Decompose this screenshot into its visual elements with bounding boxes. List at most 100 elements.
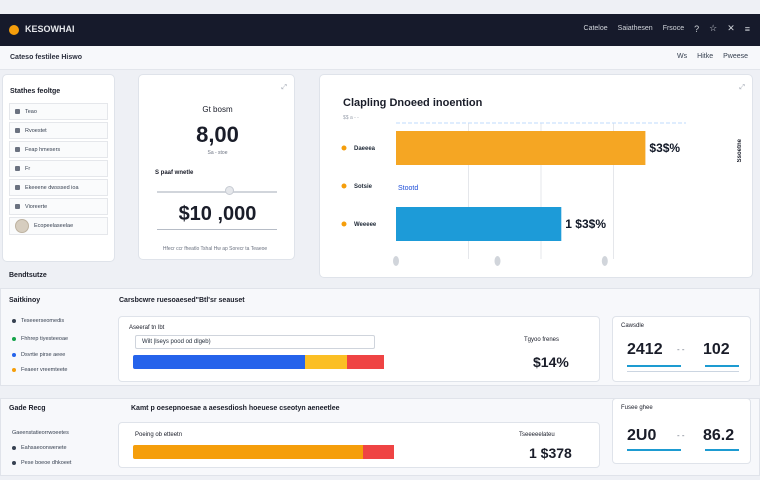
stacked-bar <box>133 355 397 369</box>
bar-segment <box>362 445 395 459</box>
progress-value: $14% <box>533 354 569 370</box>
list-item[interactable]: Dsvrtie pirse aeee <box>12 352 65 358</box>
help-icon[interactable]: ? <box>694 23 700 34</box>
app-title: KESOWHAI <box>25 24 75 34</box>
list-item-label: Teseeerseomedis <box>21 318 65 324</box>
category-dot-icon <box>341 221 347 227</box>
category-label: Sotsie <box>354 184 373 190</box>
top-nav: Cateloe Saiathesen Frsoce ? ☆ ✕ ≡ <box>584 23 750 34</box>
sidebar-item-label: Rvoestet <box>25 127 47 134</box>
stat-underline <box>705 449 739 451</box>
expand-icon[interactable]: ⤢ <box>739 84 745 91</box>
kpi-value-2: $10 ,000 <box>178 203 257 225</box>
progress-value: 1 $378 <box>529 445 572 461</box>
top-bar: KESOWHAI Cateloe Saiathesen Frsoce ? ☆ ✕… <box>0 14 760 46</box>
breadcrumb: Cateso festilee Hiswo <box>10 54 82 61</box>
square-icon <box>15 109 20 114</box>
section-label: Bendtsutze <box>9 272 47 279</box>
sidebar-item-1[interactable]: Teao <box>9 103 108 120</box>
stat-underline <box>705 365 739 367</box>
sidebar-heading: Stathes feoltge <box>10 88 61 95</box>
sidebar-item-label: Fr <box>25 165 31 172</box>
category-label: Weeeee <box>354 222 377 228</box>
stat-card-2: Fusee ghee 2U0 - - 86.2 <box>612 398 751 464</box>
list-item[interactable]: Feaeer vreemteete <box>12 367 67 373</box>
list-item[interactable]: Eahsaeoonwenete <box>12 445 67 451</box>
bar-segment <box>133 355 305 369</box>
top-nav-link-3[interactable]: Frsoce <box>662 25 685 32</box>
row-1-label: Saitkinoy <box>9 297 41 304</box>
list-item[interactable]: Gaeenstatieorrwoeetes <box>12 430 69 436</box>
bar-segment <box>304 355 347 369</box>
list-item-label: Eahsaeoonwenete <box>21 445 67 451</box>
sidebar-item-label: Vioreerte <box>25 203 48 210</box>
expand-icon[interactable]: ⤢ <box>281 84 287 91</box>
kpi-slider-knob[interactable] <box>225 186 234 195</box>
close-icon[interactable]: ✕ <box>727 23 735 33</box>
sub-nav-link-2[interactable]: Hitke <box>697 53 714 60</box>
chart-subtitle: $$ a - - <box>343 115 359 121</box>
sidebar-item-5[interactable]: Ekeeene dwsssed ioa <box>9 179 108 196</box>
chart-card: ⤢ Clapling Dnoeed inoention $$ a - - Sso… <box>319 74 753 278</box>
square-icon <box>15 128 20 133</box>
top-nav-link-1[interactable]: Cateloe <box>583 25 608 32</box>
sidebar-item-2[interactable]: Rvoestet <box>9 122 108 139</box>
progress-field[interactable]: Wilt |lseys pood od dlgeb) <box>135 335 375 349</box>
list-item[interactable]: Pese boeoe dhkoeet <box>12 460 71 466</box>
tick-marker <box>494 256 501 266</box>
sidebar-panel: Stathes feoltge Teao Rvoestet Feap hmese… <box>2 74 115 262</box>
kpi-footer: Hfecr ccr fheatlo Tshal Hw ap Sorecr ta … <box>162 246 268 252</box>
dot-icon <box>12 337 16 341</box>
kpi-slider-track[interactable] <box>157 191 277 193</box>
sidebar-item-label: Ecopeelaseelae <box>34 223 74 229</box>
stat-underline <box>627 449 681 451</box>
bar-value-label: $3$% <box>649 141 680 155</box>
category-dot-icon <box>341 145 347 151</box>
list-item-label: Feaeer vreemteete <box>21 367 68 373</box>
sub-nav-link-3[interactable]: Pweese <box>723 53 748 60</box>
stat-value-a: 2412 <box>627 341 663 358</box>
bar-value-label: Stootd <box>398 185 418 192</box>
star-icon[interactable]: ☆ <box>709 23 718 33</box>
progress-right-label: Tseeeeelateu <box>519 432 555 438</box>
category-label: Daeeea <box>354 146 376 152</box>
stat-underline <box>627 365 681 367</box>
stacked-bar <box>133 445 397 459</box>
kpi-value: 8,00 <box>196 122 239 147</box>
list-item[interactable]: Teseeerseomedis <box>12 318 64 324</box>
dot-icon <box>12 461 16 465</box>
row-1-heading: Carsbcwre ruesoaesed"Btl'sr seauset <box>119 297 245 304</box>
avatar <box>15 219 29 233</box>
logo-icon <box>9 25 19 35</box>
sidebar-item-4[interactable]: Fr <box>9 160 108 177</box>
sidebar-item-3[interactable]: Feap hmesers <box>9 141 108 158</box>
sidebar-item-label: Feap hmesers <box>25 146 61 153</box>
kpi-card: ⤢ Gt bosm 8,00 Sa - stoe S paaf wnetle $… <box>138 74 295 260</box>
list-item[interactable]: Fhhrep tiyesteeoae <box>12 336 68 342</box>
tick-marker <box>601 256 608 266</box>
sidebar-item-6[interactable]: Vioreerte <box>9 198 108 215</box>
list-item-label: Fhhrep tiyesteeoae <box>21 336 69 342</box>
list-item-label: Pese boeoe dhkoeet <box>21 460 72 466</box>
row-2-label: Gade Recg <box>9 405 46 412</box>
divider <box>627 371 739 372</box>
progress-right-label: Tgyoo frenes <box>524 337 560 343</box>
kpi-label: Gt bosm <box>202 105 233 114</box>
bar <box>396 207 562 241</box>
stat-separator: - - <box>677 345 685 354</box>
stat-value-a: 2U0 <box>627 427 657 444</box>
square-icon <box>15 204 20 209</box>
sub-bar: Cateso festilee Hiswo Ws Hitke Pweese <box>0 46 760 70</box>
tick-marker <box>393 256 399 266</box>
stat-value-b: 102 <box>703 341 730 358</box>
bar <box>396 131 646 165</box>
sub-nav-link-1[interactable]: Ws <box>677 53 688 60</box>
sub-nav: Ws Hitke Pweese <box>677 53 748 60</box>
menu-icon[interactable]: ≡ <box>744 23 750 34</box>
progress-card-1: Aseeraf tn lbt Wilt |lseys pood od dlgeb… <box>118 316 600 382</box>
bar-value-label: 1 $3$% <box>565 217 606 231</box>
top-nav-link-2[interactable]: Saiathesen <box>617 25 653 32</box>
sidebar-item-label: Ekeeene dwsssed ioa <box>25 184 79 191</box>
sidebar-item-7[interactable]: Ecopeelaseelae <box>9 217 108 235</box>
kpi-mini-label: S paaf wnetle <box>155 170 194 176</box>
